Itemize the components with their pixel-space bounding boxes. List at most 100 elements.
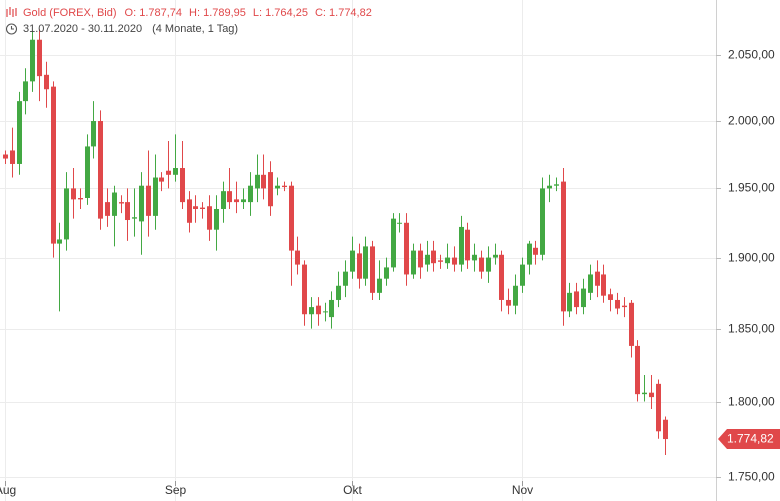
candle-body [574, 291, 579, 308]
candle-body [159, 177, 164, 182]
candle-body [547, 185, 552, 189]
ohlc-stat: H: 1.789,95 [189, 7, 246, 19]
candle-body [635, 345, 640, 395]
candle-body [540, 188, 545, 255]
candle-body [336, 285, 341, 300]
candle-body [622, 305, 627, 308]
candle-body [180, 168, 185, 203]
candle-body [438, 260, 443, 262]
candle-body [615, 299, 620, 309]
candle-body [207, 206, 212, 230]
candle-body [119, 202, 124, 204]
candle-body [98, 121, 103, 219]
candle-body [404, 222, 409, 275]
candle-body [64, 188, 69, 240]
candle-body [567, 292, 572, 312]
candle-body [459, 226, 464, 265]
candle-body [472, 254, 477, 261]
y-tick-label: 1.800,00 [728, 395, 775, 409]
y-tick-label: 1.950,00 [728, 181, 775, 195]
candle-body [3, 154, 8, 159]
candle-body [520, 264, 525, 286]
last-price-label: 1.774,82 [727, 432, 774, 446]
candle-body [561, 181, 566, 312]
candle-body [261, 174, 266, 189]
candle-body [275, 185, 280, 189]
candle-body [57, 239, 62, 244]
candle-body [391, 218, 396, 268]
candle-body [37, 39, 42, 77]
date-range: 31.07.2020 - 30.11.2020 [23, 23, 142, 35]
candle-body [51, 86, 56, 244]
candle-body [302, 264, 307, 315]
candle-body [71, 188, 76, 200]
candle-body [187, 199, 192, 223]
candle-body [479, 257, 484, 272]
candle-body [465, 229, 470, 261]
x-tick-label: Sep [165, 483, 187, 497]
chart-title: Gold (FOREX, Bid) [23, 7, 117, 19]
candle-body [30, 39, 35, 82]
grid [0, 0, 716, 501]
candle-body [642, 392, 647, 395]
ohlc-stat: L: 1.764,25 [253, 7, 308, 19]
y-tick-label: 1.750,00 [728, 470, 775, 484]
candle-body [105, 202, 110, 216]
candle-body [227, 191, 232, 203]
candle-body [166, 170, 171, 175]
candle-body [329, 299, 334, 318]
y-tick-label: 2.000,00 [728, 114, 775, 128]
candle-body [527, 243, 532, 265]
candle-body [289, 185, 294, 251]
candle-body [452, 257, 457, 265]
y-tick-label: 1.850,00 [728, 322, 775, 336]
candle-body [656, 383, 661, 432]
candle-body [431, 250, 436, 264]
candles [3, 29, 668, 455]
candle-body [663, 419, 668, 440]
candle-body [323, 311, 328, 313]
candle-body [357, 253, 362, 279]
candle-body [295, 250, 300, 265]
candle-body [153, 177, 158, 216]
candle-body [445, 257, 450, 264]
chart-icon [6, 7, 17, 17]
y-tick-label: 2.050,00 [728, 48, 775, 62]
candle-body [649, 392, 654, 398]
x-tick-label: Okt [343, 483, 362, 497]
candle-body [363, 246, 368, 279]
candle-body [588, 274, 593, 293]
candle-body [309, 307, 314, 315]
candle-body [629, 302, 634, 346]
candle-body [173, 168, 178, 175]
ohlc-stat: C: 1.774,82 [315, 7, 372, 19]
candle-body [499, 254, 504, 300]
candle-body [316, 305, 321, 315]
candle-body [255, 174, 260, 189]
last-price-tag [718, 429, 780, 450]
candle-body [384, 267, 389, 279]
candle-body [513, 285, 518, 306]
candle-body [214, 208, 219, 230]
candle-body [146, 185, 151, 216]
period: (4 Monate, 1 Tag) [152, 23, 238, 35]
header: Gold (FOREX, Bid) 31.07.2020 - 30.11.202… [5, 7, 372, 35]
candle-body [132, 217, 137, 219]
y-axis: 1.750,00 1.800,00 1.850,00 1.900,00 1.950,00… [0, 48, 780, 497]
x-tick-label: Nov [512, 483, 533, 497]
candle-body [554, 184, 559, 186]
candle-body [17, 101, 22, 164]
candle-body [411, 250, 416, 275]
candle-body [581, 288, 586, 308]
candle-body [23, 81, 28, 102]
candle-body [493, 254, 498, 258]
clock-icon [5, 23, 18, 35]
candle-body [85, 146, 90, 198]
candle-body [370, 246, 375, 293]
candle-body [78, 197, 83, 200]
candle-body [248, 185, 253, 203]
candle-body [350, 250, 355, 272]
candle-body [486, 257, 491, 272]
